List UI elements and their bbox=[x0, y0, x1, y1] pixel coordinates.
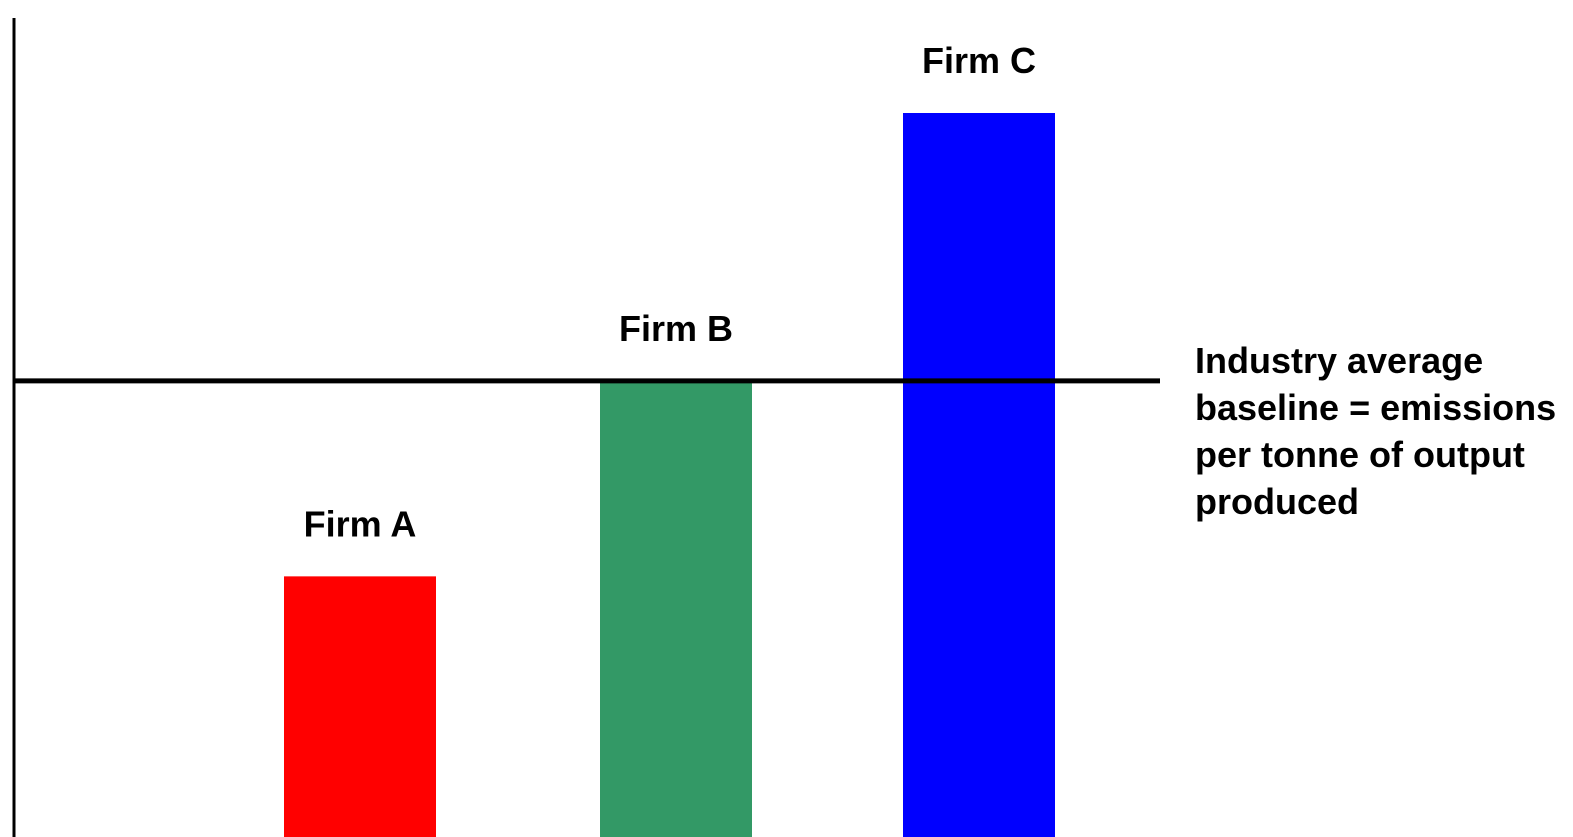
bars-group bbox=[284, 113, 1055, 837]
bar-labels-group: Firm A Firm B Firm C bbox=[304, 40, 1036, 544]
bar-label-firm-c: Firm C bbox=[922, 40, 1036, 81]
baseline-label: Industry average baseline = emissions per … bbox=[1195, 340, 1556, 522]
baseline-label-line: per tonne of output bbox=[1195, 434, 1525, 475]
baseline-label-line: Industry average bbox=[1195, 340, 1483, 381]
baseline-label-line: baseline = emissions bbox=[1195, 387, 1556, 428]
baseline-label-line: produced bbox=[1195, 481, 1359, 522]
bar-label-firm-a: Firm A bbox=[304, 503, 417, 544]
bar-firm-c bbox=[903, 113, 1055, 837]
bar-firm-a bbox=[284, 576, 436, 837]
bar-firm-b bbox=[600, 380, 752, 837]
bar-label-firm-b: Firm B bbox=[619, 308, 733, 349]
